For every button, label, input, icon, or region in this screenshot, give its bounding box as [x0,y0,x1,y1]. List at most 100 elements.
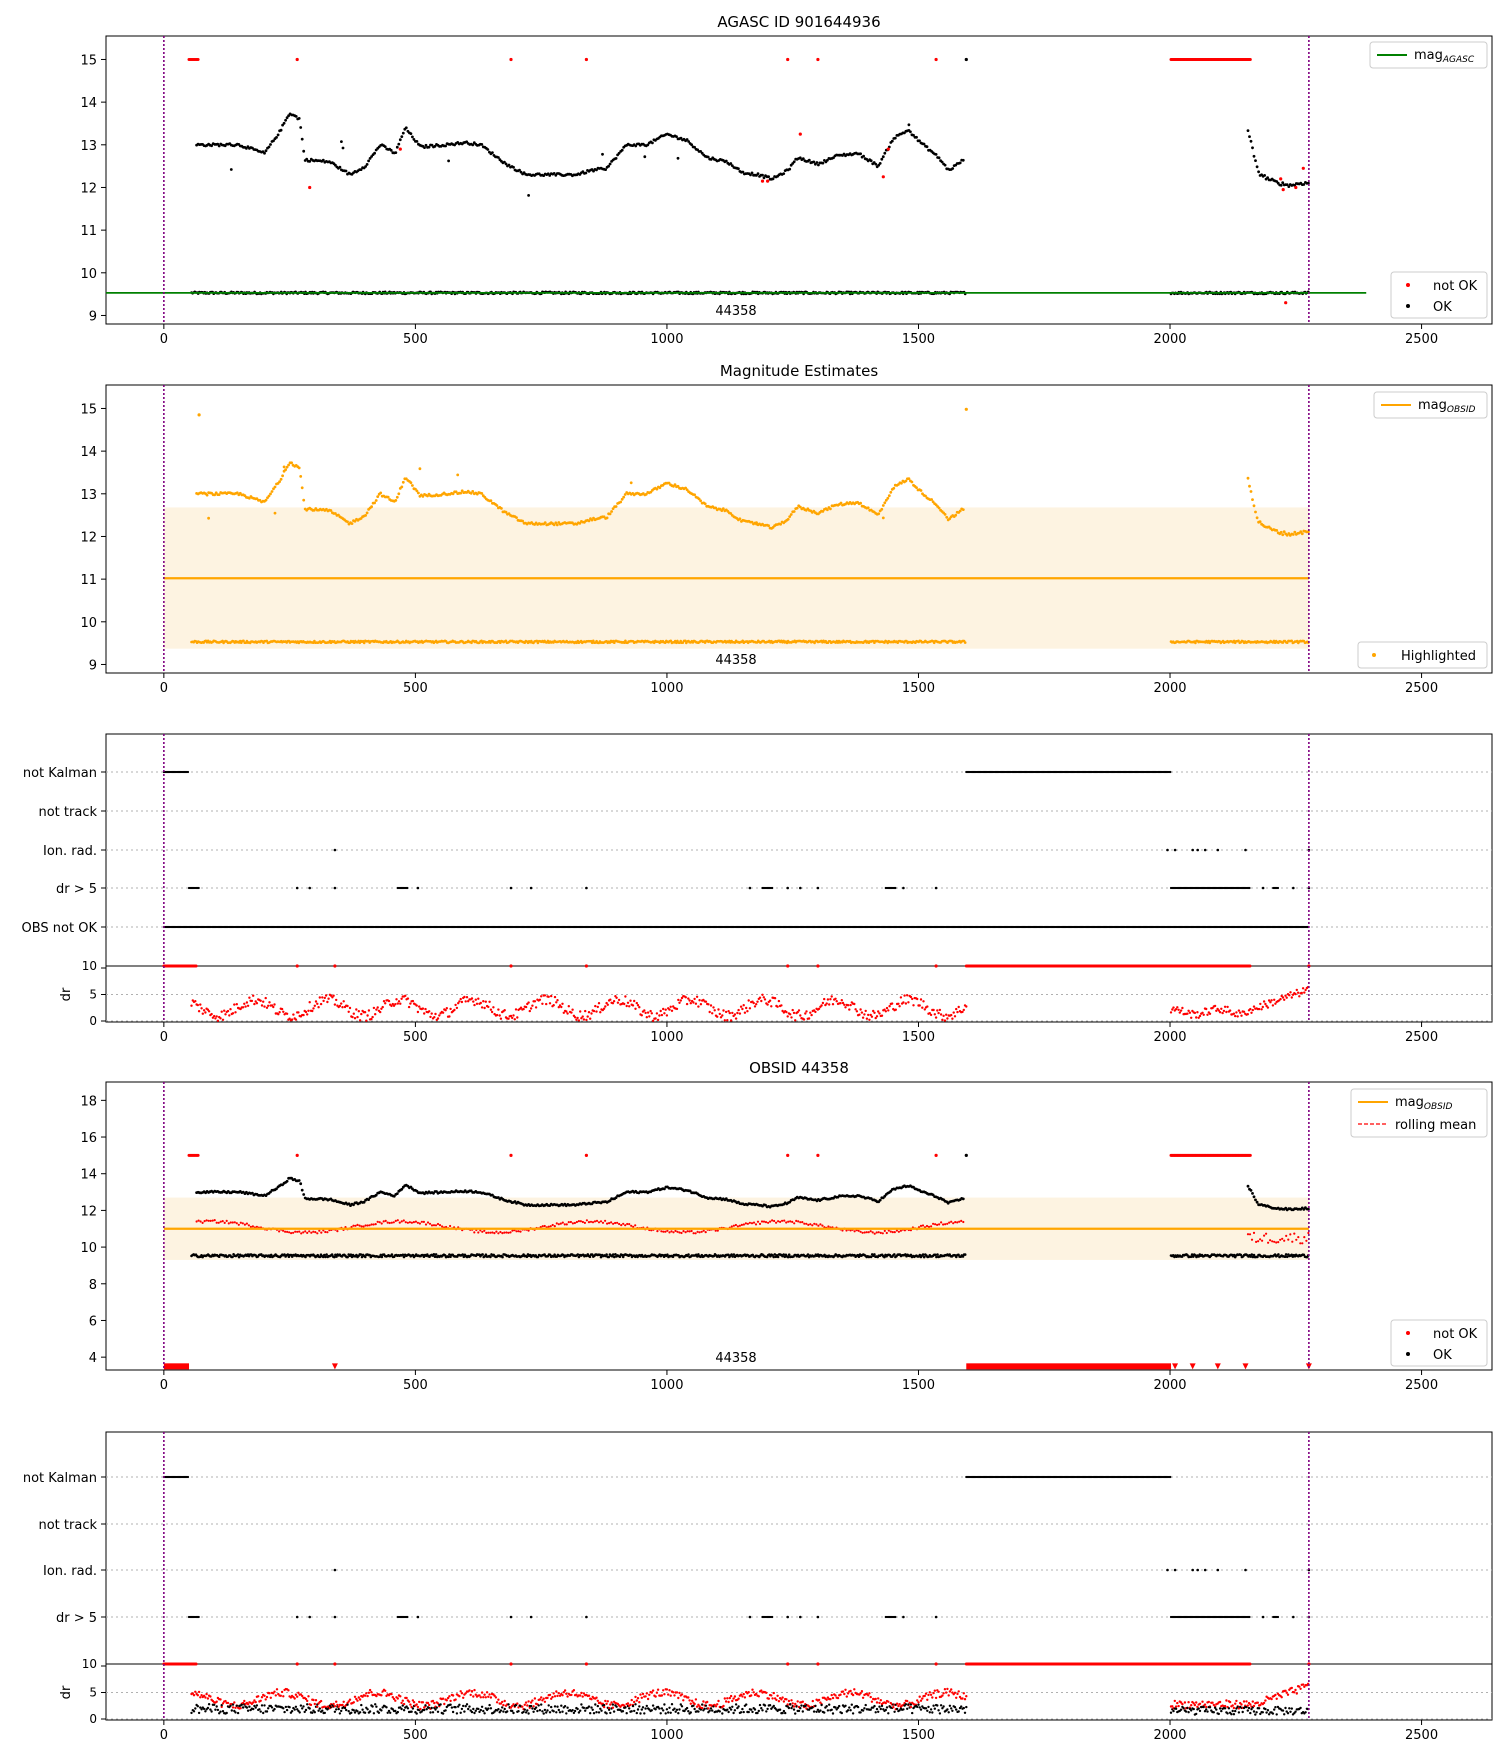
highlighted-point [373,501,376,505]
highlighted-point [411,484,414,487]
x-tick-label: 2000 [1153,332,1186,347]
ok-point [634,144,638,148]
dr-point [650,1012,653,1015]
y-tick-label: 11 [80,573,97,588]
dr-point [662,1007,665,1011]
dr-point [635,1001,638,1005]
dr-point [430,1012,433,1015]
highlighted-point [792,510,796,513]
highlighted-point [1279,530,1283,534]
highlighted-point [887,494,891,498]
ok-point [444,144,447,148]
ok-point [427,145,431,149]
dr-point [561,1002,564,1005]
y-tick-label: 15 [80,402,97,417]
dr-point [589,1017,592,1020]
dr-point [470,997,474,1000]
dr-point [663,1012,666,1015]
not-ok-point [886,147,890,151]
highlighted-point [699,499,702,503]
highlighted-point [738,517,742,521]
x-tick-label: 0 [160,681,168,696]
ok-point [412,138,416,141]
highlighted-point [789,513,793,516]
flag-point [1292,886,1295,890]
highlighted-point [963,641,967,644]
y-tick-label: 12 [80,530,97,545]
ok-point [909,130,912,134]
ok-point [415,140,419,143]
ok-point [961,158,965,162]
ok-point [958,161,962,165]
dr-point [625,1004,628,1008]
dr-point [678,1001,681,1004]
highlighted-point [515,516,518,519]
ok-point [424,143,428,147]
y-tick-label: 9 [89,658,97,673]
highlighted-point [480,639,483,643]
highlighted-point [555,523,559,527]
dr-point [512,1014,515,1017]
dr-point [628,1005,631,1008]
dr-point [629,999,632,1002]
dr-point [381,1005,384,1009]
ok-point [279,128,283,132]
dr-point [418,1005,421,1008]
dr-point [586,1015,589,1018]
ok-point [548,174,552,177]
highlighted-point [207,516,211,520]
dr-point [322,999,325,1003]
highlighted-point [693,493,696,497]
dr-point [454,1003,457,1007]
dr-point [223,1009,226,1012]
dr-point [507,1017,510,1020]
not-ok-point [798,132,802,136]
y-tick-label: 9 [89,309,97,324]
dr-point [488,1000,491,1003]
ok-point [788,167,792,171]
flag-point [308,886,312,890]
dr-point [228,1014,231,1017]
ok-point [512,165,515,169]
highlighted-point [703,502,707,506]
highlighted-point [1300,532,1304,536]
highlighted-point [346,520,349,524]
dr-point [477,997,480,1000]
ok-point [607,164,610,168]
not-ok-point [881,175,885,179]
dr-y-tick-label: 5 [89,988,97,1002]
dr-point [371,1015,374,1019]
y-tick-label: 14 [80,96,97,111]
highlighted-point [362,641,366,645]
dr-point [464,1000,467,1003]
ok-point [423,146,426,150]
ok-point [294,115,298,118]
dr-point [335,998,338,1002]
dr-point [487,1005,490,1009]
highlighted-point [365,511,369,515]
dr-point [302,1013,305,1017]
ok-point [925,145,929,149]
highlighted-point [1293,530,1297,534]
flag-point [816,886,820,890]
ok-point [801,157,805,161]
ok-point [646,143,650,147]
dr-point [372,1006,376,1010]
dr-point [196,1003,199,1007]
ok-point [584,171,588,175]
not-ok-point [934,57,938,62]
panel-agasc-frame [105,35,1493,325]
dr-point [358,1019,362,1022]
dr-point [215,1015,218,1018]
ok-point [862,154,865,158]
dr-point [285,1012,289,1015]
dr-point [235,1003,238,1006]
dr-point [306,1013,309,1016]
dr-point [689,1002,692,1005]
ok-point [608,162,612,166]
y-tick-label: 13 [80,488,97,503]
not-ok-point [584,57,589,62]
dr-point [226,1009,230,1013]
highlighted-point [290,461,293,465]
